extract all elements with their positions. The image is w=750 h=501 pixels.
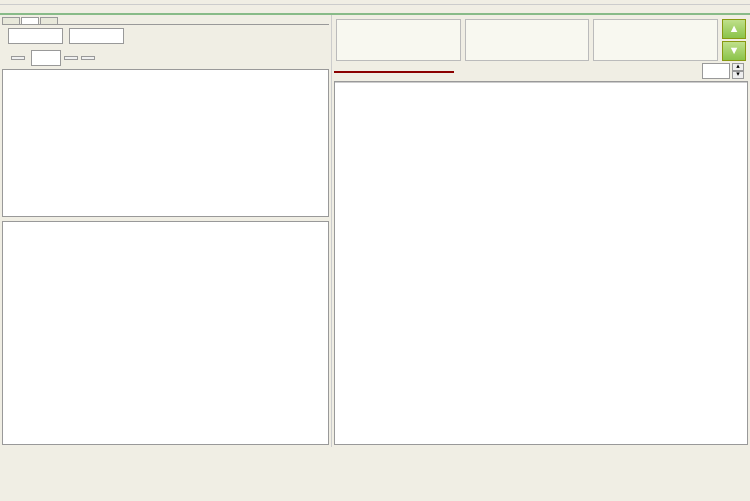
spin-up-button[interactable]: ▴ [732,63,744,71]
chart-area [334,81,748,445]
workpiece-table[interactable] [2,69,329,217]
readout-time [593,19,718,61]
readout-force [336,19,461,61]
params-table[interactable] [2,221,329,445]
spin-input[interactable] [702,63,730,79]
toolbar [0,5,750,15]
port-status [334,71,454,73]
left-tabs [2,17,329,25]
current-workpiece-input[interactable] [8,28,63,44]
tab-workpiece[interactable] [21,17,39,24]
down-arrow-button[interactable]: ▼ [722,41,746,61]
readouts: ▲ ▼ [334,17,748,63]
next-page-button[interactable] [64,56,78,60]
up-arrow-button[interactable]: ▲ [722,19,746,39]
tab-curve[interactable] [40,17,58,24]
search-button[interactable] [81,56,95,60]
tab-basic[interactable] [2,17,20,24]
count-input[interactable] [69,28,124,44]
page-input[interactable] [31,50,61,66]
first-page-button[interactable] [11,56,25,60]
readout-disp [465,19,590,61]
spin-down-button[interactable]: ▾ [732,71,744,79]
